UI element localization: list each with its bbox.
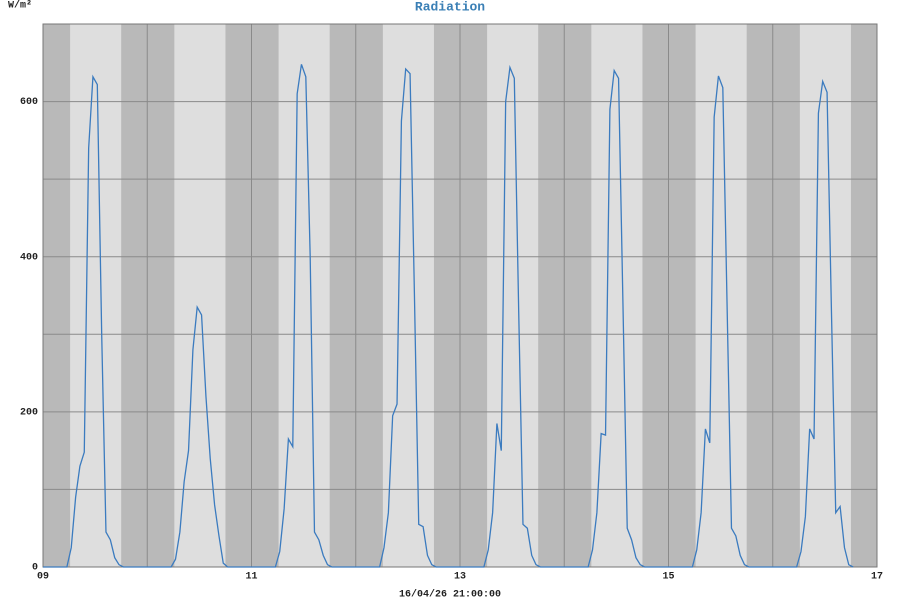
data-line xyxy=(43,64,854,568)
y-axis-label: W/m² xyxy=(8,0,32,12)
x-tick-label: 15 xyxy=(662,572,674,583)
x-axis-label: 16/04/26 21:00:00 xyxy=(399,589,501,600)
x-tick-label: 17 xyxy=(871,572,883,583)
y-tick-label: 0 xyxy=(32,563,38,574)
x-tick-label: 09 xyxy=(37,572,49,583)
daylight-band xyxy=(382,24,434,567)
x-tick-label: 13 xyxy=(454,572,466,583)
daylight-band xyxy=(799,24,851,567)
y-tick-label: 400 xyxy=(20,252,38,263)
daylight-band xyxy=(278,24,330,567)
y-tick-label: 200 xyxy=(20,407,38,418)
daylight-band xyxy=(695,24,747,567)
x-tick-label: 11 xyxy=(245,572,257,583)
y-tick-label: 600 xyxy=(20,97,38,108)
chart-title: Radiation xyxy=(415,0,485,14)
daylight-band xyxy=(174,24,226,567)
daylight-band xyxy=(591,24,643,567)
daylight-band xyxy=(487,24,539,567)
